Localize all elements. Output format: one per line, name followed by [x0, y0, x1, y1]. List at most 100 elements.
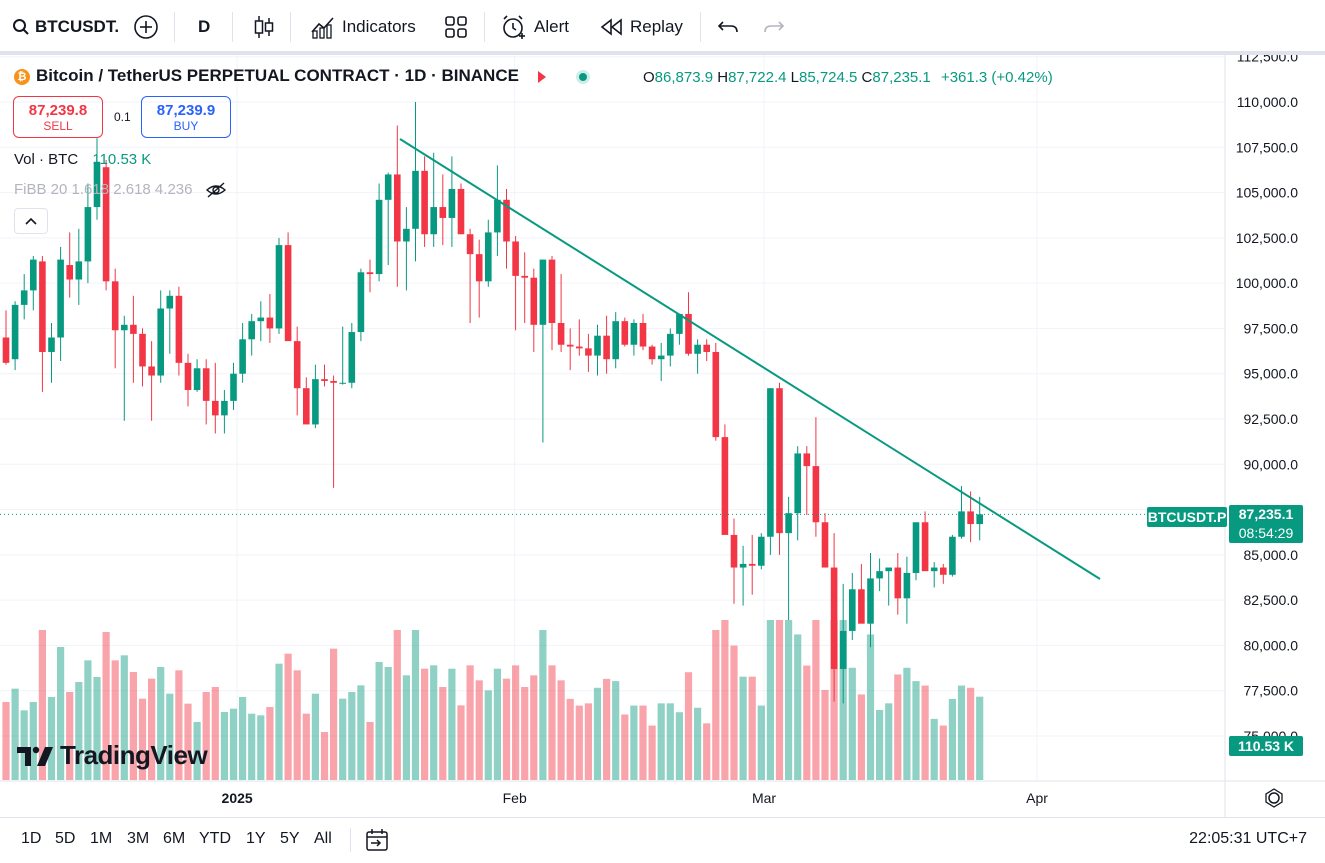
volume-bar: [921, 685, 929, 780]
chevron-up-icon: [25, 217, 37, 225]
candle-body: [394, 174, 401, 242]
symbol-search[interactable]: BTCUSDT.: [12, 10, 119, 44]
sell-button[interactable]: 87,239.8 SELL: [13, 96, 103, 138]
range-6m[interactable]: 6M: [163, 830, 186, 847]
candle-body: [30, 259, 37, 291]
compare-button[interactable]: [133, 10, 159, 44]
volume-bar: [157, 667, 165, 780]
volume-bar: [603, 678, 611, 780]
high-value: 87,722.4: [728, 69, 787, 86]
candle-body: [11, 304, 19, 360]
current-price-tag: 87,235.1 08:54:29: [1229, 505, 1303, 543]
volume-bar: [712, 630, 720, 780]
candle-body: [676, 313, 683, 334]
redo-button[interactable]: [763, 10, 785, 44]
volume-bar: [721, 620, 729, 780]
volume-bar: [193, 722, 201, 780]
candle-body: [357, 272, 365, 333]
descending-trendline: [399, 138, 1101, 580]
candle-body: [648, 346, 656, 360]
range-1d[interactable]: 1D: [21, 830, 42, 847]
replay-button[interactable]: Replay: [600, 10, 683, 44]
volume-bar: [621, 714, 629, 780]
calendar-goto-icon[interactable]: [364, 827, 390, 853]
price-axis-label: 80,000.0: [1244, 637, 1299, 653]
candle-body: [457, 188, 465, 235]
range-5d[interactable]: 5D: [55, 830, 76, 847]
rewind-icon: [600, 18, 622, 36]
chart-type-button[interactable]: [252, 10, 276, 44]
price-axis-label: 112,500.0: [1237, 55, 1298, 65]
price-chart[interactable]: 112,500.0 110,000.0 107,500.0 105,000.0 102,…: [0, 55, 1325, 817]
toolbar-divider: [174, 12, 175, 42]
candle-body: [903, 572, 911, 599]
volume-bar: [266, 707, 274, 780]
volume-bar: [275, 663, 283, 780]
price-axis-label: 95,000.0: [1244, 366, 1299, 382]
range-all[interactable]: All: [314, 830, 332, 847]
undo-icon: [717, 21, 738, 33]
volume-bar: [302, 713, 310, 780]
volume-bar: [393, 630, 401, 780]
axis-settings-icon: [1265, 788, 1283, 808]
volume-bar: [457, 705, 465, 780]
bottom-toolbar: 1D 5D 1M 3M 6M YTD 1Y 5Y All 22:05:31 UT…: [0, 817, 1325, 863]
layouts-button[interactable]: [444, 10, 468, 44]
alert-button[interactable]: Alert: [501, 10, 569, 44]
volume-bar: [930, 718, 938, 780]
indicators-button[interactable]: Indicators: [310, 10, 416, 44]
collapse-legend-button[interactable]: [14, 208, 48, 234]
legend-title: Bitcoin / TetherUS PERPETUAL CONTRACT · …: [36, 66, 519, 85]
candle-body: [876, 571, 883, 579]
replay-label: Replay: [630, 17, 683, 36]
clock[interactable]: 22:05:31 UTC+7: [1189, 830, 1307, 847]
buy-button[interactable]: 87,239.9 BUY: [141, 96, 231, 138]
volume-label: Vol · BTC: [14, 151, 79, 168]
interval-button[interactable]: D: [198, 17, 211, 36]
volume-bar: [876, 710, 884, 780]
range-ytd[interactable]: YTD: [199, 830, 231, 847]
symbol-legend: ₿ Bitcoin / TetherUS PERPETUAL CONTRACT ·…: [14, 66, 591, 86]
volume-bar: [138, 698, 147, 780]
plus-circle-icon: [134, 15, 158, 39]
volume-bar: [766, 620, 774, 780]
flag-icon[interactable]: [537, 70, 546, 83]
candle-body: [375, 199, 383, 275]
volume-bar: [57, 647, 65, 780]
redo-icon: [764, 21, 785, 33]
candle-body: [57, 259, 64, 338]
volume-bar: [748, 676, 756, 780]
volume-bar: [812, 620, 820, 780]
volume-bar: [948, 698, 956, 780]
candle-body: [266, 317, 274, 329]
volume-bar: [29, 702, 37, 780]
range-1y[interactable]: 1Y: [246, 830, 266, 847]
volume-bar: [411, 630, 420, 780]
range-5y[interactable]: 5Y: [280, 830, 300, 847]
undo-button[interactable]: [717, 10, 739, 44]
tradingview-logo[interactable]: TradingView: [16, 740, 208, 771]
axis-settings-icon-ring: [1268, 792, 1280, 804]
candle-body: [821, 522, 829, 568]
candle-body: [849, 589, 856, 631]
candle-body: [967, 511, 974, 525]
candle-body: [20, 290, 28, 305]
candle-body: [730, 534, 738, 568]
price-axis-label: 90,000.0: [1244, 456, 1299, 472]
volume-bar: [566, 698, 574, 780]
volume-bar: [366, 722, 374, 780]
symbol-label: BTCUSDT.: [35, 17, 120, 36]
volume-tag: 110.53 K: [1229, 736, 1303, 756]
price-axis-label: 105,000.0: [1236, 185, 1298, 201]
candle-body: [594, 335, 601, 356]
volume-bar: [284, 653, 292, 780]
range-3m[interactable]: 3M: [127, 830, 150, 847]
range-1m[interactable]: 1M: [90, 830, 113, 847]
price-axis-label: 102,500.0: [1236, 230, 1298, 246]
candles: [2, 102, 983, 704]
alert-label: Alert: [534, 17, 569, 36]
candle-body: [694, 344, 701, 354]
candle-body: [703, 344, 710, 352]
eye-off-icon[interactable]: [205, 182, 227, 198]
volume-bar: [630, 705, 638, 780]
